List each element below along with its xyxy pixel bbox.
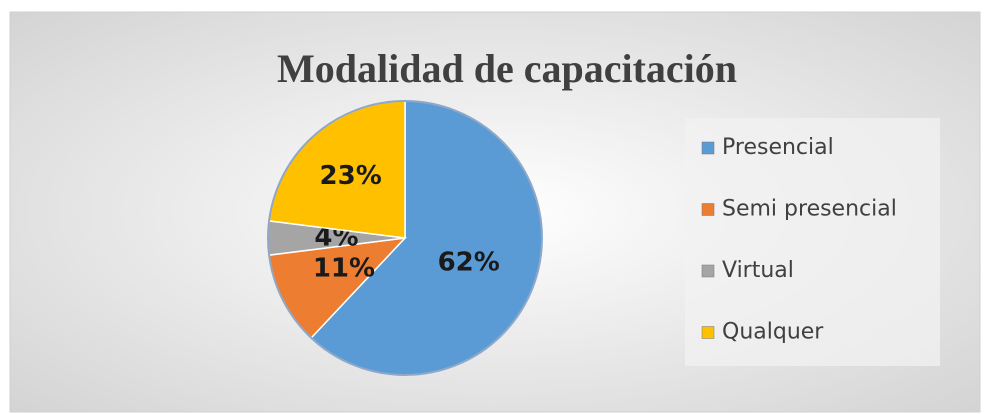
legend-box [685, 118, 940, 366]
legend-swatch [701, 141, 715, 155]
legend-label: Qualquer [722, 320, 824, 345]
legend-label: Presencial [722, 135, 834, 160]
data-label: 23% [320, 161, 382, 191]
chart-title: Modalidad de capacitación [277, 46, 737, 91]
legend-swatch [701, 326, 715, 339]
legend-swatch [701, 264, 715, 278]
pie-rim [267, 100, 543, 376]
legend-swatch [701, 203, 715, 216]
data-label: 11% [313, 254, 375, 284]
legend-label: Virtual [722, 258, 794, 283]
data-label: 62% [438, 248, 500, 278]
legend-label: Semi presencial [722, 197, 897, 222]
